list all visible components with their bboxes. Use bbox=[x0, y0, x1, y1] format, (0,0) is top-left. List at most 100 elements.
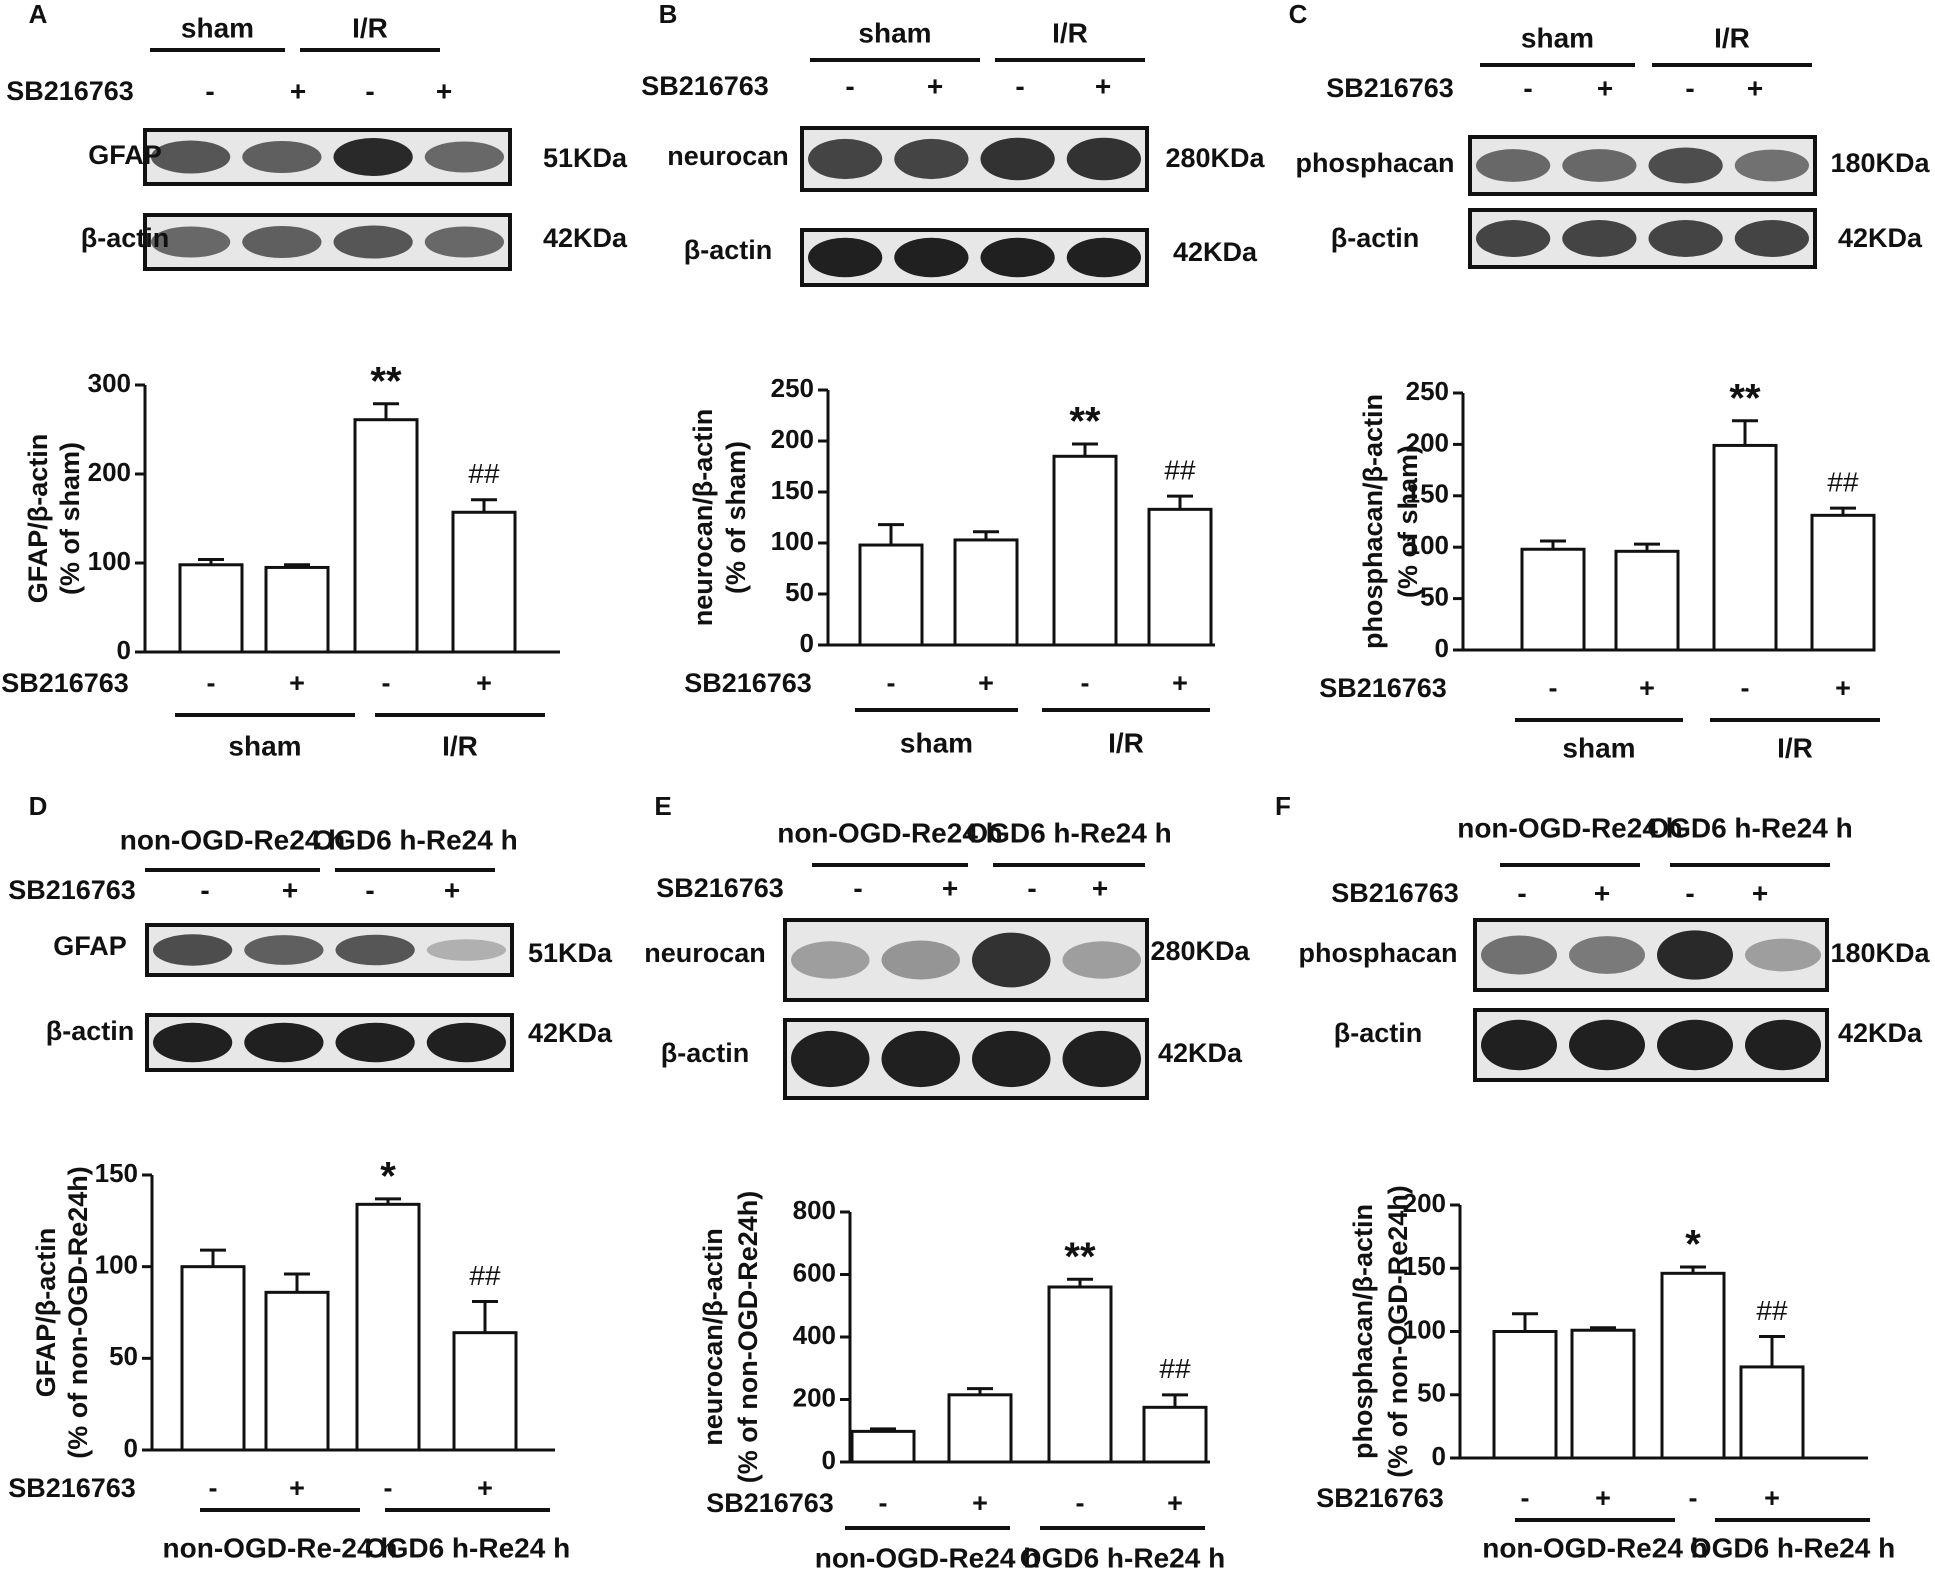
y-tick-label: 600 bbox=[793, 1257, 836, 1287]
blot-band bbox=[894, 138, 969, 180]
protein-label: β-actin bbox=[661, 1038, 750, 1068]
blot-lane-sign: + bbox=[1597, 72, 1613, 103]
blot-band bbox=[1066, 237, 1141, 278]
hash-marker: ## bbox=[1164, 454, 1196, 485]
x-category-label: + bbox=[1595, 1483, 1611, 1513]
blot-band bbox=[808, 237, 883, 278]
protein-label: β-actin bbox=[81, 223, 170, 253]
y-tick-label: 100 bbox=[1406, 530, 1449, 560]
x-group-label: non-OGD-Re24 h bbox=[1482, 1532, 1708, 1563]
x-group-label: OGD6 h-Re24 h bbox=[1020, 1542, 1225, 1573]
x-category-label: - bbox=[384, 1473, 393, 1503]
protein-label: neurocan bbox=[644, 938, 766, 968]
molecular-weight-label: 51KDa bbox=[543, 143, 628, 173]
hash-marker: ## bbox=[1159, 1353, 1191, 1384]
x-group-label: OGD6 h-Re24 h bbox=[1690, 1532, 1895, 1563]
blot-band bbox=[1734, 220, 1809, 257]
x-treatment-label: SB216763 bbox=[684, 668, 812, 698]
blot-group-label: I/R bbox=[1714, 22, 1750, 53]
y-tick-label: 0 bbox=[1432, 1441, 1446, 1471]
blot-band bbox=[881, 1030, 960, 1088]
blot-treatment-label: SB216763 bbox=[6, 76, 134, 106]
blot-group-label: OGD6 h-Re24 h bbox=[312, 824, 517, 855]
bar bbox=[1052, 454, 1118, 647]
blot-lane-sign: - bbox=[365, 874, 374, 905]
y-tick-label: 50 bbox=[785, 577, 814, 607]
x-category-label: - bbox=[887, 668, 896, 698]
blot-lane-sign: - bbox=[1027, 872, 1036, 903]
blot-group-label: sham bbox=[181, 12, 254, 43]
blot-band bbox=[1062, 1030, 1141, 1088]
significance-marker: * bbox=[380, 1154, 396, 1198]
y-axis-label-unit: (% of non-OGD-Re24h) bbox=[63, 1166, 93, 1458]
bar bbox=[947, 1393, 1013, 1464]
y-axis-label: phosphacan/β-actin bbox=[1348, 1204, 1378, 1459]
protein-label: GFAP bbox=[53, 931, 127, 961]
bar bbox=[953, 538, 1019, 647]
bar bbox=[178, 563, 244, 654]
blot-band bbox=[1657, 930, 1733, 980]
molecular-weight-label: 51KDa bbox=[528, 938, 613, 968]
y-axis-label: neurocan/β-actin bbox=[698, 1228, 728, 1446]
y-tick-label: 200 bbox=[793, 1382, 836, 1412]
x-group-label: I/R bbox=[1777, 732, 1813, 763]
blot-band bbox=[980, 237, 1055, 278]
x-group-label: non-OGD-Re24 h bbox=[815, 1542, 1041, 1573]
blot-lane-sign: + bbox=[1594, 877, 1610, 908]
blot-band bbox=[333, 225, 413, 259]
molecular-weight-label: 42KDa bbox=[528, 1018, 613, 1048]
y-axis-label-unit: (% of sham) bbox=[55, 442, 85, 595]
x-category-label: + bbox=[289, 668, 305, 698]
blot-group-label: non-OGD-Re24 h bbox=[1457, 812, 1683, 843]
y-tick-label: 250 bbox=[771, 373, 814, 403]
molecular-weight-label: 180KDa bbox=[1830, 148, 1930, 178]
molecular-weight-label: 42KDa bbox=[1838, 1018, 1923, 1048]
y-axis-label: GFAP/β-actin bbox=[31, 1228, 61, 1398]
blot-band bbox=[1062, 941, 1141, 979]
bar bbox=[451, 510, 517, 654]
bar bbox=[353, 418, 419, 654]
blot-lane-sign: + bbox=[1752, 877, 1768, 908]
blot-band bbox=[1745, 1019, 1821, 1071]
blot-treatment-label: SB216763 bbox=[656, 873, 784, 903]
y-tick-label: 0 bbox=[124, 1433, 138, 1463]
blot-lane-sign: - bbox=[205, 75, 214, 106]
x-category-label: - bbox=[382, 668, 391, 698]
bar-chart: 0 200 400 600 800 neurocan/β-actin (% of non-O… bbox=[698, 1191, 1225, 1574]
y-tick-label: 200 bbox=[88, 457, 131, 487]
blot-band bbox=[1066, 137, 1141, 181]
blot-lane-sign: - bbox=[1015, 70, 1024, 101]
blot-lane-sign: - bbox=[853, 872, 862, 903]
y-tick-label: 100 bbox=[1403, 1314, 1446, 1344]
blot-band bbox=[1734, 149, 1809, 182]
x-group-label: non-OGD-Re-24 h bbox=[163, 1532, 398, 1563]
blot-lane-sign: - bbox=[845, 70, 854, 101]
bar bbox=[1810, 513, 1876, 652]
blot-lane-sign: - bbox=[1523, 72, 1532, 103]
significance-marker: ** bbox=[370, 359, 402, 403]
panel-letter: F bbox=[1275, 791, 1291, 821]
hash-marker: ## bbox=[1827, 467, 1859, 498]
bar-chart: 0 50 100 150 200 250 phosphacan/β-actin (% of s… bbox=[1319, 376, 1880, 763]
blot-lane-sign: + bbox=[927, 70, 943, 101]
x-category-label: + bbox=[972, 1488, 988, 1518]
hash-marker: ## bbox=[469, 1260, 501, 1291]
blot-treatment-label: SB216763 bbox=[1326, 73, 1454, 103]
molecular-weight-label: 42KDa bbox=[1173, 237, 1258, 267]
blot-group-label: non-OGD-Re24 h bbox=[777, 817, 1003, 848]
x-group-label: OGD6 h-Re24 h bbox=[365, 1532, 570, 1563]
bar bbox=[180, 1265, 246, 1452]
blot-lane-sign: + bbox=[1092, 872, 1108, 903]
y-tick-label: 150 bbox=[1406, 479, 1449, 509]
molecular-weight-label: 280KDa bbox=[1165, 143, 1265, 173]
molecular-weight-label: 180KDa bbox=[1830, 938, 1930, 968]
y-tick-label: 100 bbox=[88, 546, 131, 576]
blot-band bbox=[791, 941, 870, 979]
blot-lane-sign: + bbox=[1095, 70, 1111, 101]
significance-marker: ** bbox=[1064, 1235, 1096, 1279]
bar bbox=[1739, 1365, 1805, 1460]
